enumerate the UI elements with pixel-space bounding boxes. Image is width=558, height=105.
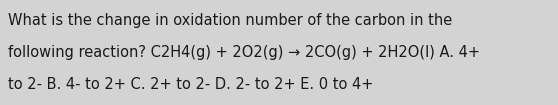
Text: What is the change in oxidation number of the carbon in the: What is the change in oxidation number o… <box>8 13 453 28</box>
Text: following reaction? C2H4(g) + 2O2(g) → 2CO(g) + 2H2O(l) A. 4+: following reaction? C2H4(g) + 2O2(g) → 2… <box>8 45 480 60</box>
Text: to 2- B. 4- to 2+ C. 2+ to 2- D. 2- to 2+ E. 0 to 4+: to 2- B. 4- to 2+ C. 2+ to 2- D. 2- to 2… <box>8 77 374 92</box>
